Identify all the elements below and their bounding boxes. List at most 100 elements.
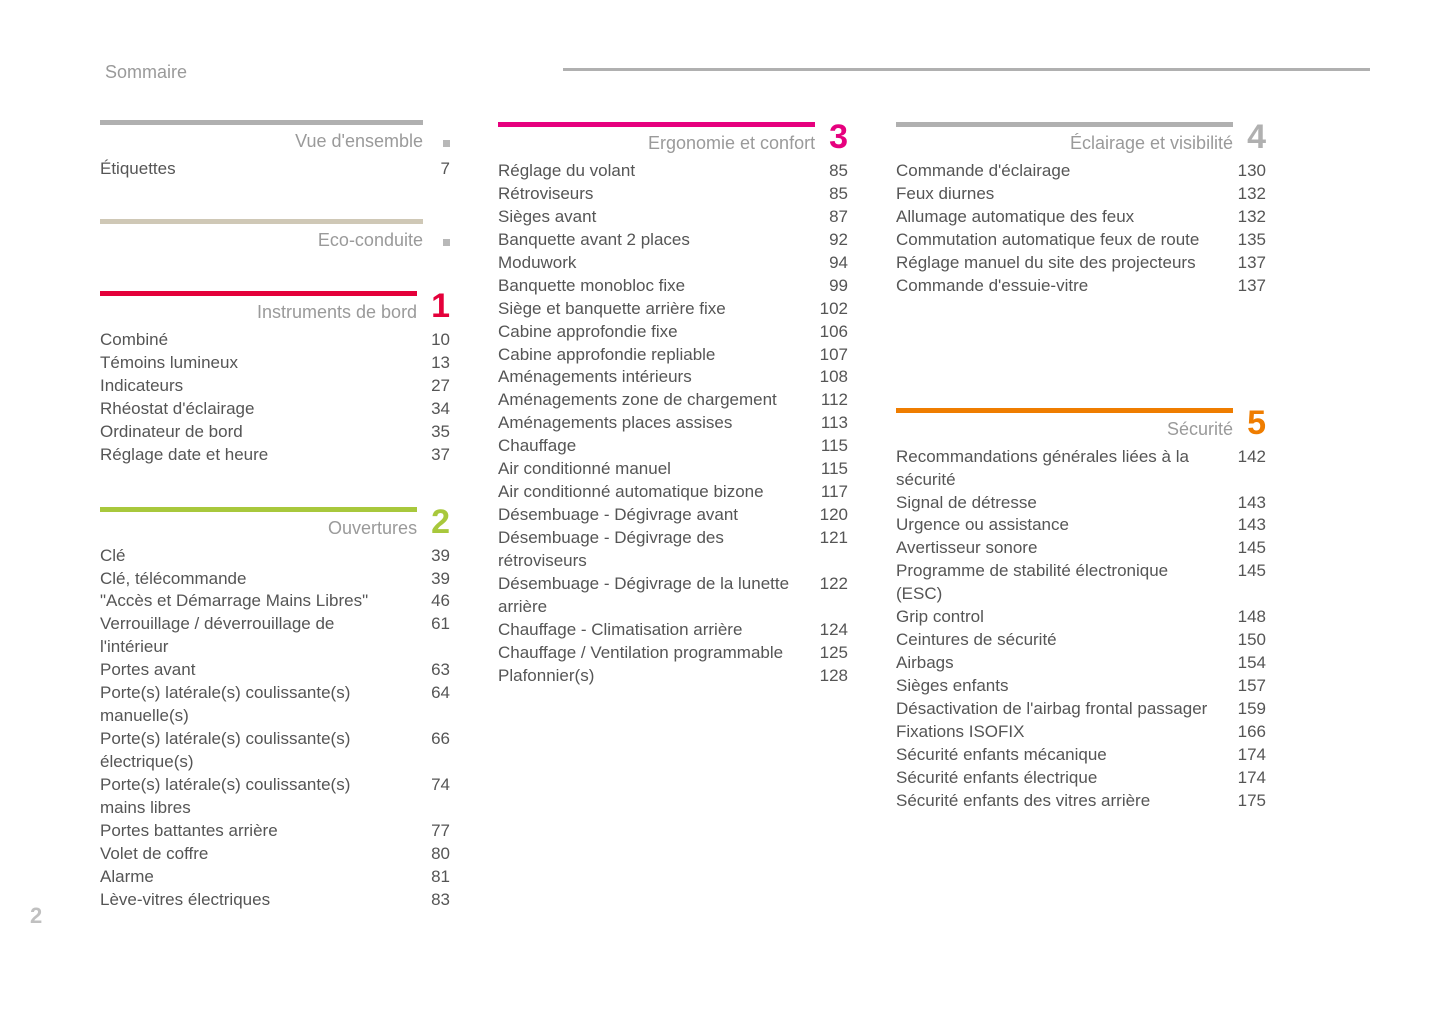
toc-list: Combiné10Témoins lumineux13Indicateurs27… bbox=[100, 329, 450, 467]
toc-page: 106 bbox=[806, 321, 848, 344]
section-rule-area: Vue d'ensemble bbox=[100, 120, 423, 152]
section-rule-area: Eco-conduite bbox=[100, 219, 423, 251]
toc-label: Lève-vitres électriques bbox=[100, 889, 408, 912]
toc-label: Porte(s) latérale(s) coulissante(s) élec… bbox=[100, 728, 408, 774]
toc-label: Sécurité enfants mécanique bbox=[896, 744, 1224, 767]
toc-row: Cabine approfondie repliable107 bbox=[498, 344, 848, 367]
toc-row: "Accès et Démarrage Mains Libres"46 bbox=[100, 590, 450, 613]
toc-page: 13 bbox=[408, 352, 450, 375]
toc-page: 157 bbox=[1224, 675, 1266, 698]
toc-page: 46 bbox=[408, 590, 450, 613]
toc-label: Réglage date et heure bbox=[100, 444, 408, 467]
section-rule-area: Ouvertures bbox=[100, 507, 417, 539]
toc-row: Allumage automatique des feux132 bbox=[896, 206, 1266, 229]
toc-label: Rétroviseurs bbox=[498, 183, 806, 206]
toc-row: Programme de stabilité électronique (ESC… bbox=[896, 560, 1266, 606]
toc-label: Moduwork bbox=[498, 252, 806, 275]
toc-label: Ordinateur de bord bbox=[100, 421, 408, 444]
toc-page: 166 bbox=[1224, 721, 1266, 744]
bullet-icon bbox=[443, 140, 450, 147]
toc-page: 175 bbox=[1224, 790, 1266, 813]
toc-label: Désembuage - Dégivrage de la lunette arr… bbox=[498, 573, 806, 619]
toc-label: Sièges avant bbox=[498, 206, 806, 229]
toc-page: 143 bbox=[1224, 492, 1266, 515]
toc-page: 77 bbox=[408, 820, 450, 843]
bullet-icon bbox=[443, 239, 450, 246]
toc-label: Recommandations générales liées à la séc… bbox=[896, 446, 1224, 492]
toc-label: Témoins lumineux bbox=[100, 352, 408, 375]
section-block: Instruments de bord1Combiné10Témoins lum… bbox=[100, 289, 450, 467]
toc-label: Volet de coffre bbox=[100, 843, 408, 866]
section-header: Sécurité5 bbox=[896, 406, 1266, 440]
toc-page: 130 bbox=[1224, 160, 1266, 183]
toc-label: Aménagements intérieurs bbox=[498, 366, 806, 389]
toc-row: Cabine approfondie fixe106 bbox=[498, 321, 848, 344]
toc-label: Verrouillage / déverrouillage de l'intér… bbox=[100, 613, 408, 659]
toc-row: Aménagements intérieurs108 bbox=[498, 366, 848, 389]
toc-list: Recommandations générales liées à la séc… bbox=[896, 446, 1266, 813]
toc-label: Clé bbox=[100, 545, 408, 568]
toc-label: Banquette monobloc fixe bbox=[498, 275, 806, 298]
toc-label: Portes avant bbox=[100, 659, 408, 682]
toc-page: 150 bbox=[1224, 629, 1266, 652]
toc-row: Volet de coffre80 bbox=[100, 843, 450, 866]
toc-row: Sécurité enfants électrique174 bbox=[896, 767, 1266, 790]
toc-label: Chauffage / Ventilation programmable bbox=[498, 642, 806, 665]
section-header: Ergonomie et confort3 bbox=[498, 120, 848, 154]
section-title: Vue d'ensemble bbox=[100, 125, 423, 152]
toc-row: Réglage manuel du site des projecteurs13… bbox=[896, 252, 1266, 275]
chapter-number: 4 bbox=[1239, 120, 1266, 154]
toc-page: 174 bbox=[1224, 744, 1266, 767]
toc-list: Clé39Clé, télécommande39"Accès et Démarr… bbox=[100, 545, 450, 912]
toc-row: Réglage du volant85 bbox=[498, 160, 848, 183]
toc-label: Portes battantes arrière bbox=[100, 820, 408, 843]
toc-row: Grip control148 bbox=[896, 606, 1266, 629]
section-block: Sécurité5 Recommandations générales liées… bbox=[896, 406, 1266, 813]
toc-label: Aménagements places assises bbox=[498, 412, 806, 435]
toc-page: 87 bbox=[806, 206, 848, 229]
toc-row: Feux diurnes132 bbox=[896, 183, 1266, 206]
toc-row: Sièges enfants157 bbox=[896, 675, 1266, 698]
toc-label: Sièges enfants bbox=[896, 675, 1224, 698]
toc-row: Moduwork94 bbox=[498, 252, 848, 275]
section-block: Ergonomie et confort3 Réglage du volant85… bbox=[498, 120, 848, 688]
toc-label: Alarme bbox=[100, 866, 408, 889]
toc-page: 135 bbox=[1224, 229, 1266, 252]
toc-page: 66 bbox=[408, 728, 450, 774]
toc-row: Ordinateur de bord35 bbox=[100, 421, 450, 444]
section-block: Éclairage et visibilité4Commande d'éclai… bbox=[896, 120, 1266, 298]
toc-row: Combiné10 bbox=[100, 329, 450, 352]
toc-page: 145 bbox=[1224, 537, 1266, 560]
toc-row: Chauffage - Climatisation arrière124 bbox=[498, 619, 848, 642]
toc-row: Porte(s) latérale(s) coulissante(s) main… bbox=[100, 774, 450, 820]
toc-row: Porte(s) latérale(s) coulissante(s) manu… bbox=[100, 682, 450, 728]
toc-page: 121 bbox=[806, 527, 848, 573]
toc-row: Clé39 bbox=[100, 545, 450, 568]
column-2: Ergonomie et confort3 Réglage du volant85… bbox=[498, 120, 848, 950]
toc-row: Rhéostat d'éclairage34 bbox=[100, 398, 450, 421]
toc-row: Avertisseur sonore145 bbox=[896, 537, 1266, 560]
toc-row: Alarme81 bbox=[100, 866, 450, 889]
toc-label: Commutation automatique feux de route bbox=[896, 229, 1224, 252]
toc-row: Urgence ou assistance143 bbox=[896, 514, 1266, 537]
toc-label: Rhéostat d'éclairage bbox=[100, 398, 408, 421]
toc-row: Plafonnier(s)128 bbox=[498, 665, 848, 688]
toc-row: Fixations ISOFIX166 bbox=[896, 721, 1266, 744]
toc-label: Allumage automatique des feux bbox=[896, 206, 1224, 229]
toc-label: Air conditionné manuel bbox=[498, 458, 806, 481]
section-header: Vue d'ensemble bbox=[100, 120, 450, 152]
toc-page: 34 bbox=[408, 398, 450, 421]
toc-page: 102 bbox=[806, 298, 848, 321]
toc-label: Sécurité enfants des vitres arrière bbox=[896, 790, 1224, 813]
toc-row: Sécurité enfants mécanique174 bbox=[896, 744, 1266, 767]
toc-label: Désembuage - Dégivrage avant bbox=[498, 504, 806, 527]
section-block: Vue d'ensembleÉtiquettes7 bbox=[100, 120, 450, 181]
toc-page: 159 bbox=[1224, 698, 1266, 721]
toc-page: 61 bbox=[408, 613, 450, 659]
toc-page: 7 bbox=[408, 158, 450, 181]
toc-page: 113 bbox=[806, 412, 848, 435]
toc-page: 117 bbox=[806, 481, 848, 504]
toc-row: Banquette avant 2 places92 bbox=[498, 229, 848, 252]
toc-row: Commutation automatique feux de route135 bbox=[896, 229, 1266, 252]
section-header: Eco-conduite bbox=[100, 219, 450, 251]
